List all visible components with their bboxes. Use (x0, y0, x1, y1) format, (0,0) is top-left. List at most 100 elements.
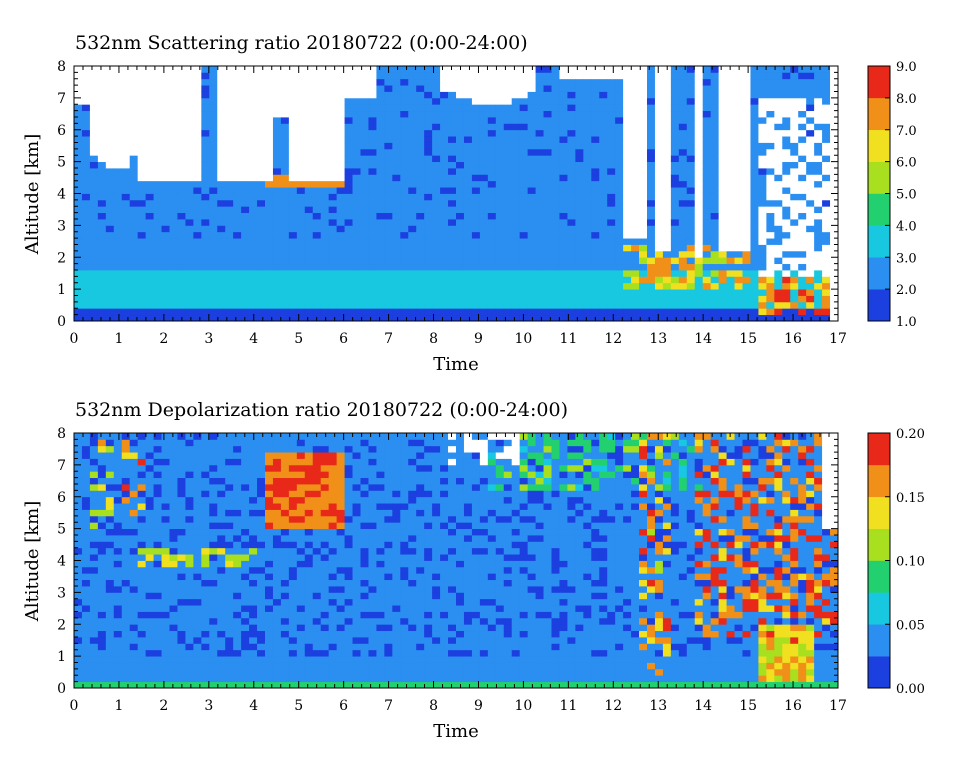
scattering-heatmap-cell (583, 193, 592, 201)
scattering-heatmap-cell (296, 301, 306, 309)
scattering-heatmap-cell (535, 174, 544, 182)
depolarization-heatmap-cell (209, 592, 218, 600)
scattering-heatmap-cell (97, 212, 107, 220)
scattering-heatmap-cell (678, 199, 688, 207)
scattering-heatmap-cell (654, 180, 664, 188)
scattering-heatmap-cell (384, 97, 393, 105)
scattering-heatmap-cell (694, 174, 704, 182)
scattering-heatmap-cell (456, 155, 465, 163)
scattering-heatmap-cell (280, 206, 290, 214)
depolarization-heatmap-cell (89, 649, 99, 657)
scattering-heatmap-cell (662, 187, 672, 194)
scattering-heatmap-cell (320, 244, 330, 252)
depolarization-heatmap-cell (169, 528, 178, 536)
scattering-heatmap-cell (623, 263, 632, 271)
scattering-heatmap-cell (702, 142, 712, 150)
scattering-heatmap-cell (432, 72, 441, 80)
depolarization-heatmap-cell (81, 503, 91, 510)
scattering-heatmap-cell (320, 91, 330, 99)
depolarization-heatmap-cell (137, 605, 147, 612)
scattering-heatmap-cell (113, 295, 123, 303)
scattering-heatmap-cell (766, 301, 775, 309)
scattering-heatmap-cell (734, 97, 743, 105)
scattering-heatmap-cell (280, 282, 290, 290)
scattering-heatmap-cell (710, 91, 720, 99)
depolarization-heatmap-cell (169, 649, 178, 657)
depolarization-heatmap-cell (225, 433, 234, 440)
scattering-heatmap-cell (360, 161, 369, 169)
scattering-heatmap-cell (137, 104, 147, 112)
scattering-heatmap-cell (471, 187, 481, 194)
scattering-heatmap-cell (201, 257, 210, 265)
depolarization-heatmap-cell (169, 662, 178, 670)
depolarization-heatmap-cell (225, 630, 234, 638)
scattering-heatmap-cell (97, 85, 107, 92)
scattering-heatmap-cell (209, 142, 218, 150)
depolarization-heatmap-cell (121, 643, 131, 651)
scattering-heatmap-cell (519, 289, 529, 296)
scattering-heatmap-cell (774, 78, 783, 86)
scattering-heatmap-cell (153, 276, 162, 284)
scattering-heatmap-cell (726, 301, 735, 309)
scattering-heatmap-cell (89, 301, 99, 309)
scattering-heatmap-cell (726, 136, 735, 143)
scattering-heatmap-cell (662, 148, 672, 156)
depolarization-heatmap-cell (105, 630, 115, 638)
scattering-heatmap-cell (551, 174, 560, 182)
scattering-heatmap-cell (742, 295, 751, 303)
scattering-heatmap-cell (97, 257, 107, 265)
scattering-heatmap-cell (822, 199, 831, 207)
scattering-heatmap-cell (328, 66, 338, 73)
scattering-heatmap-cell (185, 136, 194, 143)
scattering-heatmap-cell (495, 180, 505, 188)
scattering-heatmap-cell (328, 142, 338, 150)
depolarization-heatmap-cell (153, 547, 162, 555)
scattering-heatmap-cell (543, 168, 552, 175)
scattering-heatmap-cell (551, 110, 560, 118)
scattering-heatmap-cell (193, 72, 202, 80)
scattering-heatmap-cell (89, 231, 99, 239)
depolarization-heatmap-cell (89, 637, 99, 644)
scattering-heatmap-cell (495, 301, 505, 309)
scattering-heatmap-cell (639, 161, 648, 169)
scattering-heatmap-cell (336, 244, 345, 252)
scattering-heatmap-cell (440, 136, 449, 143)
scattering-heatmap-cell (352, 308, 361, 316)
depolarization-heatmap-cell (113, 566, 123, 574)
scattering-heatmap-cell (169, 142, 178, 150)
scattering-heatmap-cell (169, 231, 178, 239)
scattering-heatmap-cell (193, 129, 202, 137)
scattering-heatmap-cell (440, 161, 449, 169)
scattering-heatmap-cell (169, 117, 178, 124)
depolarization-heatmap-cell (129, 490, 139, 498)
scattering-heatmap-cell (177, 193, 186, 201)
scattering-heatmap-cell (806, 155, 815, 163)
depolarization-heatmap-cell (89, 643, 99, 651)
scattering-heatmap-cell (479, 78, 489, 86)
scattering-heatmap-cell (623, 136, 632, 143)
depolarization-heatmap-cell (74, 656, 83, 663)
scattering-heatmap-cell (559, 308, 568, 316)
scattering-heatmap-cell (74, 308, 83, 316)
scattering-heatmap-cell (583, 276, 592, 284)
scattering-heatmap-cell (734, 289, 743, 296)
depolarization-heatmap-cell (217, 637, 226, 644)
scattering-heatmap-cell (543, 161, 552, 169)
scattering-heatmap-cell (487, 91, 497, 99)
depolarization-heatmap-cell (89, 547, 99, 555)
scattering-heatmap-cell (368, 250, 377, 258)
scattering-heatmap-cell (161, 289, 170, 296)
scattering-heatmap-cell (145, 136, 154, 143)
depolarization-heatmap-cell (161, 598, 170, 606)
depolarization-heatmap-cell (185, 675, 194, 683)
scattering-heatmap-cell (217, 142, 226, 150)
scattering-heatmap-cell (702, 219, 712, 226)
scattering-heatmap-cell (193, 282, 202, 290)
scattering-heatmap-cell (312, 187, 322, 194)
scattering-heatmap-cell (535, 231, 544, 239)
scattering-heatmap-cell (471, 193, 481, 201)
depolarization-heatmap-cell (233, 458, 242, 466)
scattering-heatmap-cell (686, 180, 696, 188)
scattering-heatmap-cell (121, 295, 131, 303)
scattering-heatmap-cell (718, 225, 727, 233)
